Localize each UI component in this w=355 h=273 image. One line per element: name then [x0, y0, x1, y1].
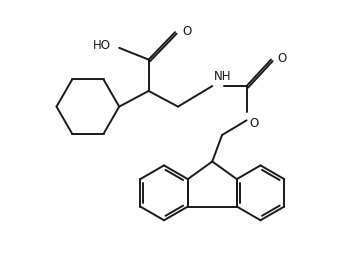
Text: NH: NH	[214, 70, 232, 83]
Text: O: O	[250, 117, 259, 130]
Text: O: O	[182, 25, 191, 38]
Text: O: O	[277, 52, 286, 65]
Text: HO: HO	[93, 39, 111, 52]
